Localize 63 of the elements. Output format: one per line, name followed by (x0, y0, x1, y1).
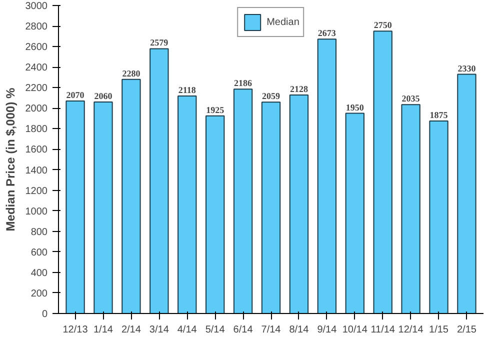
y-tick-label: 600 (30, 247, 48, 258)
data-label: 2579 (150, 38, 169, 48)
data-label: 2750 (374, 20, 392, 30)
legend-label: Median (266, 16, 300, 28)
bar (289, 94, 309, 314)
bar (94, 102, 113, 314)
x-tick-label: 9/14 (317, 324, 338, 336)
data-label: 2673 (318, 28, 336, 38)
bar (205, 115, 225, 314)
data-label: 1950 (346, 102, 364, 112)
bar (66, 100, 85, 314)
y-tick-label: 3000 (25, 1, 48, 12)
y-axis-title: Median Price (in $,000) % (3, 87, 18, 232)
x-tick-label: 2/15 (456, 324, 477, 336)
data-label: 2070 (66, 90, 85, 100)
y-tick-label: 1600 (25, 144, 48, 156)
bar (401, 104, 420, 314)
x-tick-label: 6/14 (233, 324, 254, 336)
x-tick-label: 5/14 (205, 324, 226, 336)
y-tick-label: 2800 (25, 22, 48, 33)
y-tick-label: 1000 (25, 206, 48, 218)
x-tick-label: 12/13 (62, 324, 88, 336)
bar (429, 120, 448, 314)
data-label: 2128 (290, 84, 308, 94)
y-tick-label: 800 (30, 226, 48, 238)
data-label: 2118 (178, 85, 196, 96)
x-tick-label: 1/15 (429, 324, 449, 336)
data-label: 1925 (206, 104, 225, 115)
x-tick-label: 12/14 (398, 324, 424, 336)
x-tick-label: 2/14 (121, 324, 142, 336)
y-tick-label: 200 (30, 288, 48, 300)
y-tick-label: 2000 (25, 104, 48, 115)
bar (150, 48, 169, 314)
x-tick-label: 10/14 (342, 324, 368, 336)
data-label: 1875 (430, 110, 448, 120)
y-tick-label: 1400 (25, 165, 48, 176)
x-tick-label: 11/14 (370, 324, 396, 336)
x-tick-label: 8/14 (289, 324, 310, 336)
y-tick-label: 1200 (25, 186, 48, 197)
data-label: 2060 (94, 91, 113, 102)
y-tick-label: 400 (30, 268, 48, 279)
y-tick-label: 2200 (25, 83, 48, 94)
y-tick-label: 2600 (25, 42, 48, 54)
bar (317, 38, 337, 314)
bar (345, 112, 364, 314)
data-label: 2280 (122, 68, 141, 78)
bar (178, 96, 197, 314)
y-tick-label: 0 (42, 309, 48, 320)
x-tick-label: 3/14 (149, 324, 170, 336)
bar (233, 88, 253, 314)
y-tick-label: 2400 (25, 62, 48, 74)
x-tick-label: 1/14 (94, 324, 114, 336)
bar (122, 78, 141, 314)
bar (457, 74, 476, 314)
data-label: 2186 (234, 78, 253, 88)
bar (261, 102, 281, 314)
bar (373, 30, 392, 314)
x-tick-label: 4/14 (177, 324, 198, 336)
data-label: 2059 (262, 91, 280, 102)
data-label: 2035 (402, 94, 420, 104)
data-label: 2330 (458, 63, 476, 74)
y-tick-label: 1800 (25, 124, 48, 136)
x-tick-label: 7/14 (261, 324, 282, 336)
